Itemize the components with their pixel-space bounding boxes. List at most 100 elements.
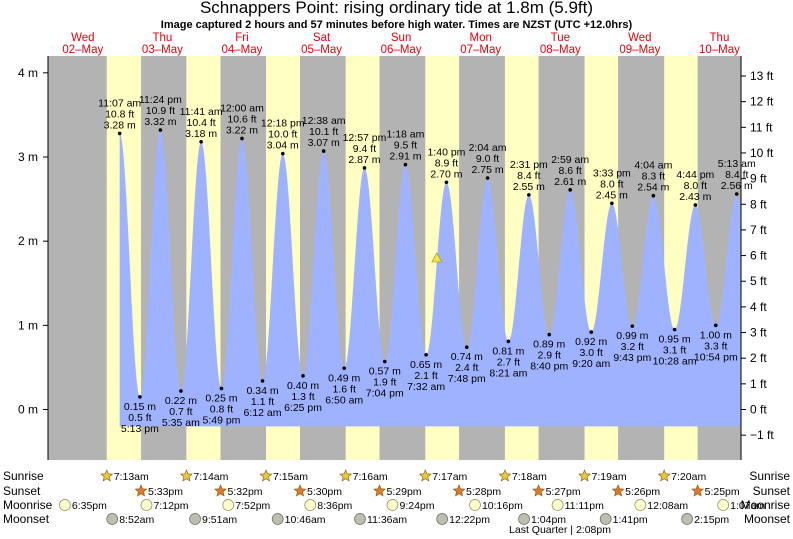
moonset-icon (271, 513, 284, 525)
low-tide-m-label: 0.57 m (369, 366, 401, 378)
high-tide-m-label: 2.61 m (554, 176, 586, 188)
sunrise-icon (498, 469, 512, 482)
sunrise-time: 7:19am (592, 471, 627, 483)
day-labels: Wed02–MayThu03–MayFri04–MaySat05–MaySun0… (62, 32, 740, 56)
low-tide-time-label: 5:35 am (162, 417, 200, 429)
y-tick-label-right: 2 ft (750, 351, 767, 365)
high-tide-m-label: 2.70 m (430, 168, 462, 180)
low-tide-time-label: 10:54 pm (694, 351, 738, 363)
low-tide-time-label: 5:49 pm (202, 414, 240, 426)
low-tide-m-label: 0.40 m (287, 380, 319, 392)
day-weekday-label: Thu (710, 32, 730, 44)
sunset-icon (214, 484, 227, 497)
high-tide-point (362, 166, 367, 170)
moonrise-time: 11:11pm (565, 500, 605, 512)
moonrise-time: 7:52pm (235, 500, 270, 512)
sunset-time: 5:26pm (625, 486, 660, 498)
high-tide-m-label: 2.56 m (721, 180, 753, 192)
sunset-time: 5:29pm (387, 486, 422, 498)
moonset-icon (106, 513, 119, 525)
y-tick-label-right: −1 ft (750, 428, 774, 442)
low-tide-time-label: 6:12 am (244, 407, 282, 419)
high-tide-time-label: 11:41 am (180, 106, 223, 118)
y-tick-label-right: 5 ft (750, 274, 767, 288)
moonset-icon (436, 513, 448, 525)
high-tide-ft-label: 8.3 ft (642, 171, 665, 183)
low-tide-point (672, 327, 677, 332)
low-tide-m-label: 0.74 m (451, 351, 483, 363)
low-tide-ft-label: 2.1 ft (414, 370, 437, 382)
sunrise-time: 7:13am (114, 471, 149, 483)
sunset-icon (691, 484, 705, 497)
sunset-icon (611, 484, 625, 497)
high-tide-m-label: 3.22 m (226, 124, 258, 136)
sunrise-time: 7:20am (671, 471, 706, 483)
day-weekday-label: Thu (152, 32, 172, 44)
high-tide-ft-label: 8.4 ft (725, 169, 748, 181)
sunset-icon (532, 484, 546, 497)
chart-title: Schnappers Point: rising ordinary tide a… (199, 0, 594, 17)
high-tide-ft-label: 10.8 ft (105, 108, 134, 120)
sunrise-time: 7:16am (353, 471, 388, 483)
high-tide-m-label: 3.04 m (267, 140, 299, 152)
sunset-icon (373, 484, 386, 497)
day-date-label: 06–May (381, 44, 422, 56)
day-weekday-label: Sat (313, 32, 331, 44)
high-tide-m-label: 2.43 m (679, 191, 711, 203)
low-tide-point (179, 389, 183, 393)
sunrise-time: 7:14am (193, 471, 228, 483)
low-tide-m-label: 0.99 m (616, 330, 648, 342)
moonset-time: 8:52am (119, 514, 154, 526)
low-tide-ft-label: 3.1 ft (663, 345, 686, 357)
low-tide-m-label: 0.22 m (165, 395, 197, 407)
moonrise-time: 7:12pm (153, 500, 188, 512)
moonset-time: 10:46am (285, 514, 326, 526)
high-tide-ft-label: 9.0 ft (476, 153, 499, 165)
low-tide-time-label: 8:21 am (489, 367, 527, 379)
high-tide-ft-label: 8.9 ft (435, 157, 458, 169)
low-tide-time-label: 8:40 pm (530, 361, 568, 373)
high-tide-time-label: 4:04 am (634, 160, 672, 172)
high-tide-ft-label: 8.0 ft (600, 178, 623, 190)
low-tide-ft-label: 3.0 ft (580, 347, 603, 359)
high-tide-ft-label: 8.0 ft (684, 180, 707, 192)
y-tick-label-left: 0 m (18, 403, 38, 417)
low-tide-time-label: 9:43 pm (613, 352, 651, 364)
low-tide-ft-label: 0.7 ft (169, 406, 192, 418)
moonrise-time: 8:36pm (317, 500, 352, 512)
row-label-right-moonset: Moonset (744, 512, 791, 526)
low-tide-time-label: 5:13 pm (121, 423, 159, 435)
moonrise-time: 6:35pm (72, 500, 107, 512)
high-tide-m-label: 2.55 m (513, 181, 545, 193)
day-date-label: 07–May (460, 44, 501, 56)
low-tide-point (589, 330, 594, 334)
high-tide-time-label: 3:33 pm (593, 167, 631, 179)
y-tick-label-right: 0 ft (750, 403, 767, 417)
day-weekday-label: Mon (470, 32, 492, 44)
low-tide-point (547, 332, 552, 337)
high-tide-point (485, 176, 490, 180)
day-date-label: 03–May (142, 44, 183, 56)
low-tide-time-label: 9:20 am (572, 358, 610, 370)
day-date-label: 10–May (699, 44, 740, 56)
y-tick-label-right: 1 ft (750, 377, 767, 391)
high-tide-time-label: 5:13 am (718, 158, 756, 170)
high-tide-point (321, 149, 326, 153)
sunset-time: 5:25pm (705, 486, 740, 498)
low-tide-point (714, 323, 718, 328)
high-tide-point (693, 203, 698, 207)
moonset-time: 1:04pm (531, 514, 566, 526)
high-tide-point (527, 193, 531, 197)
high-tide-point (280, 151, 285, 156)
sunset-icon (293, 484, 307, 497)
high-tide-time-label: 12:38 am (302, 115, 346, 127)
low-tide-ft-label: 0.8 ft (210, 403, 233, 415)
moonrise-icon (304, 499, 317, 511)
moonset-time: 11:36am (367, 514, 407, 526)
low-tide-point (342, 366, 347, 371)
moonset-icon (599, 513, 612, 525)
high-tide-time-label: 12:57 pm (343, 132, 387, 144)
